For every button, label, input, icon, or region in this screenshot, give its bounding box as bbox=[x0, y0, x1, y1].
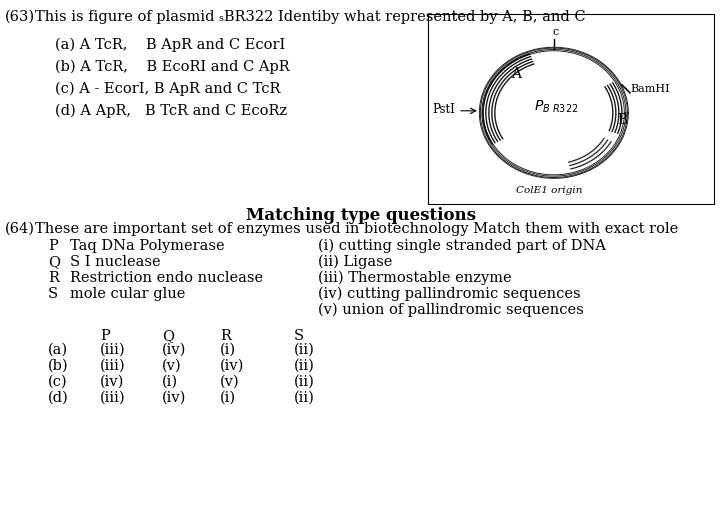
Text: (i): (i) bbox=[220, 391, 236, 405]
Text: (iv) cutting pallindromic sequences: (iv) cutting pallindromic sequences bbox=[318, 287, 580, 301]
Text: (ii): (ii) bbox=[294, 343, 315, 357]
Text: (iv): (iv) bbox=[162, 391, 186, 405]
Text: (d): (d) bbox=[48, 391, 68, 405]
Text: (v) union of pallindromic sequences: (v) union of pallindromic sequences bbox=[318, 303, 584, 318]
Text: R: R bbox=[220, 329, 231, 343]
Text: (ii): (ii) bbox=[294, 375, 315, 389]
Text: These are important set of enzymes used in biotechnology Match them with exact r: These are important set of enzymes used … bbox=[35, 222, 678, 236]
Text: ColE1 origin: ColE1 origin bbox=[516, 186, 582, 195]
Text: (d) A ApR,   B TcR and C EcoRz: (d) A ApR, B TcR and C EcoRz bbox=[55, 104, 287, 118]
Text: (a): (a) bbox=[48, 343, 68, 357]
Text: (iii): (iii) bbox=[100, 391, 125, 405]
Text: P: P bbox=[48, 239, 58, 253]
Text: (c): (c) bbox=[48, 375, 68, 389]
Text: S: S bbox=[48, 287, 58, 301]
Text: (iv): (iv) bbox=[162, 343, 186, 357]
Bar bbox=[428, 14, 714, 204]
Text: Matching type questions: Matching type questions bbox=[245, 207, 476, 224]
Text: Q: Q bbox=[162, 329, 174, 343]
Text: P: P bbox=[100, 329, 110, 343]
Text: B: B bbox=[617, 113, 627, 127]
Text: S I nuclease: S I nuclease bbox=[70, 255, 161, 269]
Text: (i): (i) bbox=[220, 343, 236, 357]
Text: $P_{B\ R322}$: $P_{B\ R322}$ bbox=[534, 99, 578, 115]
Text: (i) cutting single stranded part of DNA: (i) cutting single stranded part of DNA bbox=[318, 239, 606, 254]
Text: (b): (b) bbox=[48, 359, 68, 373]
Text: BamHI: BamHI bbox=[631, 84, 671, 94]
Text: (iv): (iv) bbox=[100, 375, 125, 389]
Text: mole cular glue: mole cular glue bbox=[70, 287, 185, 301]
Text: (iii): (iii) bbox=[100, 343, 125, 357]
Text: (b) A TcR,    B EcoRI and C ApR: (b) A TcR, B EcoRI and C ApR bbox=[55, 60, 290, 74]
Text: (a) A TcR,    B ApR and C EcorI: (a) A TcR, B ApR and C EcorI bbox=[55, 38, 286, 52]
Text: Restriction endo nuclease: Restriction endo nuclease bbox=[70, 271, 263, 285]
Text: (v): (v) bbox=[220, 375, 239, 389]
Text: (i): (i) bbox=[162, 375, 178, 389]
Text: (iii): (iii) bbox=[100, 359, 125, 373]
Text: (c) A - EcorI, B ApR and C TcR: (c) A - EcorI, B ApR and C TcR bbox=[55, 82, 280, 96]
Text: PstI: PstI bbox=[432, 103, 455, 116]
Text: S: S bbox=[294, 329, 304, 343]
Text: (iii) Thermostable enzyme: (iii) Thermostable enzyme bbox=[318, 271, 512, 286]
Text: Taq DNa Polymerase: Taq DNa Polymerase bbox=[70, 239, 225, 253]
Text: (64): (64) bbox=[5, 222, 35, 236]
Text: Q: Q bbox=[48, 255, 60, 269]
Text: (63): (63) bbox=[5, 10, 35, 24]
Text: This is figure of plasmid ₛBR322 Identiby what represented by A, B, and C: This is figure of plasmid ₛBR322 Identib… bbox=[35, 10, 585, 24]
Text: (ii): (ii) bbox=[294, 359, 315, 373]
Text: R: R bbox=[48, 271, 59, 285]
Text: (v): (v) bbox=[162, 359, 182, 373]
Text: c: c bbox=[553, 27, 559, 37]
Text: (ii): (ii) bbox=[294, 391, 315, 405]
Text: A: A bbox=[511, 67, 521, 81]
Text: (iv): (iv) bbox=[220, 359, 244, 373]
Text: (ii) Ligase: (ii) Ligase bbox=[318, 255, 392, 269]
